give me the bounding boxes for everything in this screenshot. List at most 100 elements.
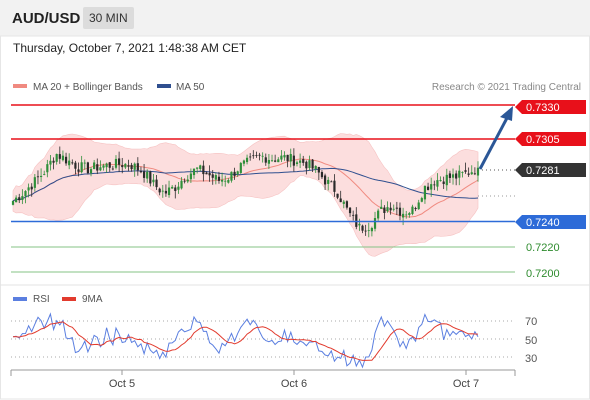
candle-body xyxy=(171,186,174,189)
level-tag-2: 0.7281 xyxy=(526,165,560,177)
candle-body xyxy=(11,201,15,205)
candle-body xyxy=(136,163,139,171)
candle-body xyxy=(383,207,386,213)
candle-body xyxy=(89,169,93,174)
ma50-line xyxy=(12,167,479,202)
candle-body xyxy=(476,167,480,176)
candle-body xyxy=(286,154,289,162)
candle-body xyxy=(473,173,476,175)
candle-body xyxy=(451,174,455,178)
candle-body xyxy=(127,165,130,167)
candle-body xyxy=(267,159,271,164)
candle-body xyxy=(239,163,242,173)
candle-body xyxy=(174,187,177,191)
candle-body xyxy=(30,186,33,190)
candle-body xyxy=(333,180,336,192)
candle-body xyxy=(118,158,121,165)
candle-body xyxy=(314,165,317,169)
candle-body xyxy=(426,186,430,190)
candlesticks xyxy=(11,146,480,238)
candle-body xyxy=(80,162,83,173)
candle-body xyxy=(142,171,146,178)
candle-body xyxy=(99,167,102,171)
candle-body xyxy=(149,171,152,184)
candle-body xyxy=(220,179,224,182)
candle-body xyxy=(445,174,448,186)
candle-body xyxy=(470,172,473,175)
candle-body xyxy=(370,228,373,232)
candle-body xyxy=(58,154,61,159)
level-tag-1-bg xyxy=(515,132,586,146)
candle-body xyxy=(139,171,143,173)
candle-body xyxy=(377,210,380,219)
rsi-tick-50: 50 xyxy=(525,335,537,347)
candle-body xyxy=(18,197,21,201)
candle-body xyxy=(124,163,127,168)
rsi-line xyxy=(12,312,479,369)
candle-body xyxy=(461,172,464,173)
candle-body xyxy=(352,214,355,216)
candle-body xyxy=(208,172,211,176)
candle-body xyxy=(430,184,433,190)
candle-body xyxy=(146,171,149,179)
candle-body xyxy=(392,208,395,210)
candle-body xyxy=(164,190,168,194)
candle-body xyxy=(74,162,77,169)
candle-body xyxy=(161,190,164,192)
candle-body xyxy=(270,160,274,162)
x-tick-label-1: Oct 6 xyxy=(281,378,307,390)
candle-body xyxy=(230,171,233,181)
candle-body xyxy=(192,168,196,176)
candle-body xyxy=(389,207,392,211)
currency-pair-title: AUD/USD xyxy=(12,10,81,27)
candle-body xyxy=(196,167,199,169)
ma20-legend-label: MA 20 + Bollinger Bands xyxy=(33,82,143,93)
candle-body xyxy=(152,179,155,183)
candle-body xyxy=(264,157,267,163)
candle-body xyxy=(21,196,24,201)
candle-body xyxy=(77,169,80,172)
candle-body xyxy=(317,166,320,173)
projection-arrow xyxy=(478,117,509,170)
timestamp: Thursday, October 7, 2021 1:48:38 AM CET xyxy=(13,41,247,55)
candle-body xyxy=(274,160,277,162)
timeframe-badge[interactable]: 30 MIN xyxy=(83,7,134,29)
candle-body xyxy=(386,207,389,212)
candle-body xyxy=(402,213,405,218)
candle-body xyxy=(405,214,408,216)
level-tag-0-bg xyxy=(515,100,586,114)
ma50-legend-label: MA 50 xyxy=(176,82,205,93)
x-tick-label-0: Oct 5 xyxy=(109,378,135,390)
level-tag-1: 0.7305 xyxy=(526,134,560,146)
candle-body xyxy=(64,156,68,164)
candle-body xyxy=(289,154,292,162)
candle-body xyxy=(255,155,258,156)
rsi-tick-70: 70 xyxy=(525,316,537,328)
x-tick-label-2: Oct 7 xyxy=(453,378,479,390)
candle-body xyxy=(105,163,108,168)
candle-body xyxy=(467,173,470,175)
candle-body xyxy=(49,160,52,165)
candle-body xyxy=(261,155,264,157)
candle-body xyxy=(93,162,96,170)
level-tag-3: 0.7240 xyxy=(526,217,560,229)
candle-body xyxy=(327,179,330,184)
candle-body xyxy=(464,170,467,172)
candle-body xyxy=(233,171,236,176)
candle-body xyxy=(302,159,305,163)
candle-body xyxy=(339,198,342,203)
candle-body xyxy=(52,160,55,163)
candle-body xyxy=(308,160,311,169)
candle-body xyxy=(15,197,18,203)
candle-body xyxy=(167,187,171,196)
candle-body xyxy=(27,187,30,191)
candle-body xyxy=(330,181,333,183)
candle-body xyxy=(277,159,280,163)
level-tag-4: 0.7220 xyxy=(526,242,560,254)
candle-body xyxy=(342,201,345,204)
ma9-legend-label: 9MA xyxy=(82,294,103,305)
candle-body xyxy=(436,180,439,187)
candle-body xyxy=(323,175,327,185)
